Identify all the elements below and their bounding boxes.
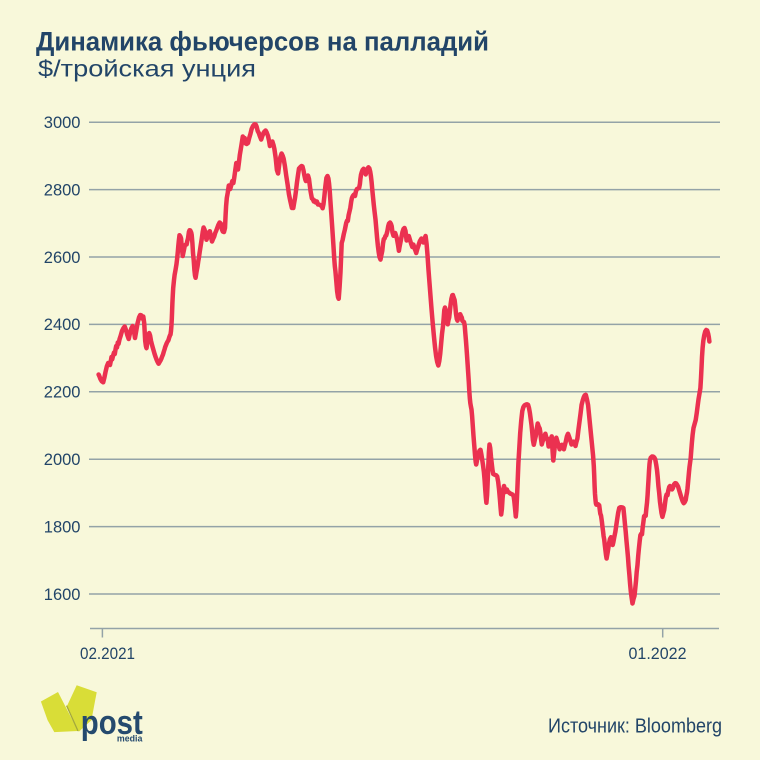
svg-text:2000: 2000	[44, 451, 81, 469]
svg-text:1800: 1800	[44, 518, 81, 536]
svg-text:02.2021: 02.2021	[80, 644, 135, 663]
svg-text:2800: 2800	[44, 181, 81, 199]
svg-text:2600: 2600	[44, 249, 81, 267]
svg-text:3000: 3000	[44, 114, 81, 132]
svg-text:1600: 1600	[44, 586, 81, 604]
svg-text:01.2022: 01.2022	[629, 644, 687, 663]
svg-text:Динамика фьючерсов на палладий: Динамика фьючерсов на палладий	[36, 27, 489, 57]
svg-text:media: media	[117, 733, 143, 744]
svg-text:post: post	[81, 704, 143, 742]
svg-text:2200: 2200	[44, 384, 81, 402]
svg-text:2400: 2400	[44, 316, 81, 334]
svg-text:$/тройская унция: $/тройская унция	[38, 56, 256, 82]
svg-text:Источник: Bloomberg: Источник: Bloomberg	[548, 715, 722, 738]
